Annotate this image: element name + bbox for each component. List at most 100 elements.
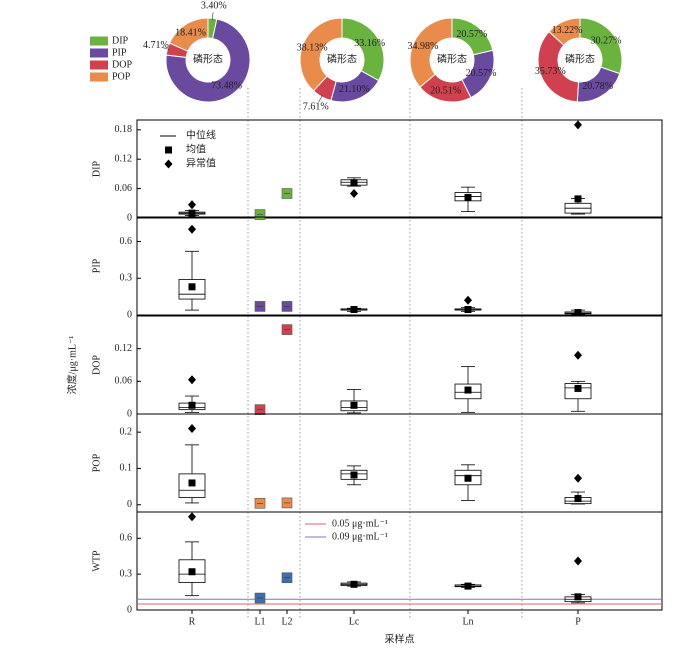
legend-mean-icon: [165, 146, 172, 154]
outlier: [188, 224, 196, 234]
y-tick-label: 0.06: [115, 183, 133, 194]
mean: [464, 474, 472, 482]
pie-center-label: 磷形态: [437, 52, 467, 65]
legend-outlier-icon: [164, 159, 173, 169]
legend-label: DOP: [112, 59, 132, 70]
pie-slice: [548, 17, 581, 46]
mean: [188, 401, 196, 409]
legend-swatch: [90, 48, 108, 58]
legend-label: POP: [112, 71, 131, 82]
outlier: [350, 189, 358, 198]
mean: [188, 568, 196, 576]
separators: [247, 88, 523, 618]
outlier: [574, 120, 582, 130]
y-tick-label: 0: [127, 309, 132, 320]
y-tick-label: 0.12: [115, 153, 133, 164]
mean: [464, 582, 472, 590]
panel-frame: [136, 511, 663, 611]
label-leader: [161, 47, 170, 50]
slice-label: 38.13%: [297, 43, 328, 54]
mean: [188, 209, 196, 217]
y-tick-label: 0: [127, 499, 132, 510]
pie-slice: [168, 17, 209, 52]
y-tick-label: 0.2: [120, 426, 133, 437]
label-leader: [318, 94, 323, 103]
x-axis-title: 采样点: [385, 632, 415, 645]
outlier: [574, 350, 582, 360]
reference-legend-label: 0.09 μg·mL⁻¹: [332, 531, 388, 542]
mean: [574, 593, 582, 601]
panel-frame: [136, 315, 663, 415]
pie-slice: [409, 17, 453, 88]
pie-slice: [341, 17, 385, 82]
mean: [574, 495, 582, 503]
legend-swatch: [90, 72, 108, 82]
y-tick-label: 0.12: [115, 343, 133, 354]
pie-center-label: 磷形态: [565, 52, 595, 65]
outlier: [188, 375, 196, 385]
mean: [574, 195, 582, 203]
slice-label: 20.57%: [456, 29, 487, 40]
legend-label: 中位线: [186, 128, 216, 141]
legend-swatch: [90, 36, 108, 46]
slice-label: 3.40%: [201, 1, 227, 12]
outlier: [188, 200, 196, 210]
mean: [574, 309, 582, 317]
label-leader: [211, 12, 214, 21]
outlier: [188, 512, 196, 522]
y-tick-label: 0.6: [120, 533, 133, 544]
legend-swatch: [90, 60, 108, 70]
y-tick-label: 0.06: [115, 376, 133, 387]
mean: [350, 401, 358, 409]
outlier: [574, 556, 582, 566]
outlier: [188, 424, 196, 434]
x-tick-label: P: [575, 616, 581, 627]
slice-label: 35.73%: [535, 66, 566, 77]
slice-label: 4.71%: [143, 40, 169, 51]
axis-title: 浓度/μg·mL⁻¹: [65, 336, 78, 395]
legend-label: 异常值: [186, 156, 216, 169]
panel-label: WTP: [91, 550, 102, 572]
slice-label: 21.10%: [339, 84, 370, 95]
mean: [464, 305, 472, 313]
pie-slice: [165, 18, 251, 103]
outlier: [464, 295, 472, 305]
y-tick-label: 0.3: [120, 273, 133, 284]
panel-frame: [136, 216, 663, 316]
mean: [350, 305, 358, 313]
reference-legend-label: 0.05 μg·mL⁻¹: [332, 518, 388, 529]
y-tick-label: 0.18: [115, 124, 133, 135]
slice-label: 7.61%: [303, 102, 329, 113]
mean: [574, 384, 582, 392]
x-tick-label: L2: [281, 616, 292, 627]
outlier: [574, 473, 582, 483]
pie-slice: [537, 30, 580, 103]
slice-label: 20.51%: [430, 86, 461, 97]
y-tick-label: 0: [127, 604, 132, 615]
legend-label: PIP: [112, 47, 127, 58]
slice-label: 20.57%: [466, 68, 497, 79]
slice-label: 73.48%: [211, 80, 242, 91]
mean: [188, 283, 196, 291]
panel-frame: [136, 119, 663, 219]
panel-label: DOP: [91, 355, 102, 375]
x-tick-label: L1: [254, 616, 265, 627]
y-tick-label: 0: [127, 212, 132, 223]
y-tick-label: 0: [127, 408, 132, 419]
pie-center-label: 磷形态: [193, 52, 223, 65]
panel-label: POP: [91, 453, 102, 472]
pie-slice: [299, 17, 343, 92]
slice-label: 18.41%: [175, 28, 206, 39]
mean: [464, 193, 472, 201]
panel-label: DIP: [91, 161, 102, 178]
slice-label: 34.98%: [408, 41, 439, 52]
slice-label: 30.27%: [591, 36, 622, 47]
mean: [350, 580, 358, 588]
mean: [350, 471, 358, 479]
mean: [350, 179, 358, 187]
y-tick-label: 0.1: [120, 463, 133, 474]
legend-label: DIP: [112, 35, 129, 46]
panel-label: PIP: [91, 258, 102, 273]
slice-label: 33.16%: [354, 38, 385, 49]
